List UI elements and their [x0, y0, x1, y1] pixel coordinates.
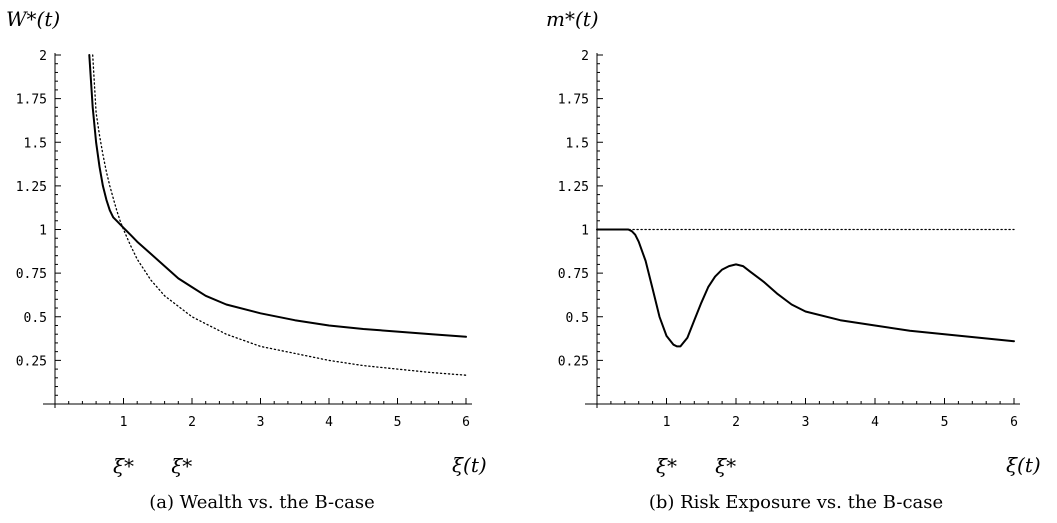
- y-tick-label: 0.5: [24, 311, 47, 326]
- y-tick-label: 0.75: [558, 267, 589, 282]
- series-line-optimal: [596, 228, 1015, 348]
- xi-lower-marker: ξ*: [113, 454, 134, 478]
- y-tick-label: 1.5: [24, 136, 47, 151]
- x-tick-label: 3: [257, 415, 265, 430]
- y-tick-label: 2: [581, 49, 589, 64]
- series-line-optimal: [88, 54, 467, 338]
- y-tick-label: 0.25: [558, 354, 589, 369]
- y-tick-label: 1: [39, 224, 47, 239]
- x-tick-label: 6: [1010, 415, 1018, 430]
- x-tick-label: 2: [188, 415, 196, 430]
- x-tick-label: 1: [120, 415, 128, 430]
- y-tick-label: 1.25: [16, 180, 47, 195]
- y-tick-label: 0.75: [16, 267, 47, 282]
- caption: (b) Risk Exposure vs. the B-case: [649, 492, 943, 513]
- x-axis-label: ξ(t): [1006, 453, 1041, 477]
- y-axis-label: m*(t): [546, 7, 599, 31]
- y-tick-label: 0.25: [16, 354, 47, 369]
- xi-upper-marker: ξ*: [171, 454, 192, 478]
- x-axis-label: ξ(t): [452, 453, 487, 477]
- y-tick-label: 1.75: [16, 93, 47, 108]
- y-tick-label: 1.25: [558, 180, 589, 195]
- series-line-b-case: [92, 54, 467, 376]
- y-tick-label: 2: [39, 49, 47, 64]
- x-tick-label: 4: [871, 415, 879, 430]
- xi-upper-marker: ξ*: [715, 454, 736, 478]
- caption: (a) Wealth vs. the B-case: [149, 492, 375, 513]
- x-tick-label: 5: [394, 415, 402, 430]
- y-tick-label: 1: [581, 224, 589, 239]
- y-tick-label: 0.5: [566, 311, 589, 326]
- x-tick-label: 4: [325, 415, 333, 430]
- y-tick-label: 1.5: [566, 136, 589, 151]
- x-tick-label: 5: [941, 415, 949, 430]
- x-tick-label: 1: [663, 415, 671, 430]
- y-axis-label: W*(t): [6, 7, 60, 31]
- x-tick-label: 3: [802, 415, 810, 430]
- x-tick-label: 6: [462, 415, 470, 430]
- x-tick-label: 2: [732, 415, 740, 430]
- y-tick-label: 1.75: [558, 93, 589, 108]
- panel-risk-exposure: m*(t) ξ(t) (b) Risk Exposure vs. the B-c…: [546, 7, 1041, 513]
- xi-lower-marker: ξ*: [656, 454, 677, 478]
- panel-wealth: W*(t) ξ(t) (a) Wealth vs. the B-case 1 2 3…: [6, 7, 487, 513]
